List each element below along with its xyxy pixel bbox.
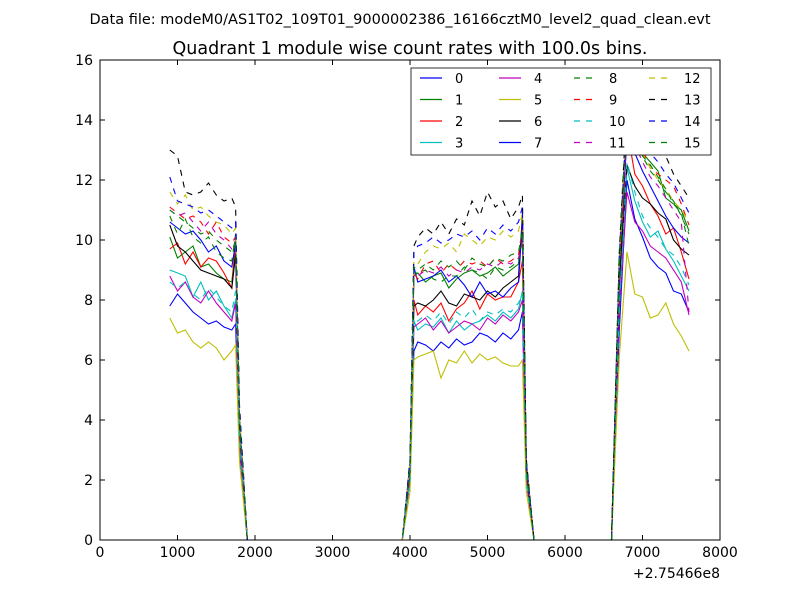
legend-label-11: 11 [609, 137, 626, 152]
series-line-11 [169, 116, 690, 541]
legend-label-6: 6 [534, 115, 542, 130]
x-tick-label: 0 [96, 545, 105, 561]
y-tick-label: 6 [84, 353, 93, 369]
series-line-10 [169, 161, 690, 541]
legend-label-2: 2 [455, 115, 463, 130]
chart-title: Quadrant 1 module wise count rates with … [173, 39, 648, 59]
legend-label-3: 3 [455, 137, 463, 152]
legend-label-14: 14 [684, 115, 701, 130]
legend-label-4: 4 [534, 72, 542, 87]
y-tick-label: 0 [84, 533, 93, 549]
legend-label-10: 10 [609, 115, 626, 130]
figure-suptitle: Data file: modeM0/AS1T02_109T01_90000023… [89, 12, 710, 28]
x-tick-label: 6000 [547, 545, 583, 561]
y-tick-label: 14 [75, 113, 93, 129]
y-tick-label: 4 [84, 413, 93, 429]
series-line-2 [169, 128, 690, 541]
x-axis: 0 1000 2000 3000 4000 5000 6000 7000 8000 [96, 60, 738, 561]
series-line-5 [169, 251, 690, 541]
legend-label-5: 5 [534, 94, 542, 109]
x-tick-label: 2000 [237, 545, 273, 561]
y-tick-label: 8 [84, 293, 93, 309]
x-tick-label: 5000 [470, 545, 506, 561]
legend-label-13: 13 [684, 94, 701, 109]
x-axis-offset-label: +2.75466e8 [633, 566, 720, 582]
legend-label-1: 1 [455, 94, 463, 109]
y-tick-label: 16 [75, 53, 93, 69]
legend-label-7: 7 [534, 137, 542, 152]
legend-label-8: 8 [609, 72, 617, 87]
series-line-3 [169, 167, 690, 541]
y-tick-label: 12 [75, 173, 93, 189]
series-line-4 [169, 191, 690, 541]
legend-label-9: 9 [609, 94, 617, 109]
series-line-14 [169, 109, 690, 541]
legend-label-15: 15 [684, 137, 701, 152]
y-tick-label: 2 [84, 473, 93, 489]
x-tick-label: 8000 [702, 545, 738, 561]
x-tick-label: 1000 [160, 545, 196, 561]
legend-label-12: 12 [684, 72, 701, 87]
legend-frame [410, 67, 712, 156]
y-tick-label: 10 [75, 233, 93, 249]
legend-label-0: 0 [455, 72, 463, 87]
series-line-9 [169, 124, 690, 541]
x-tick-label: 3000 [315, 545, 351, 561]
series-line-0 [169, 179, 690, 541]
x-tick-label: 4000 [392, 545, 428, 561]
series-line-12 [169, 110, 690, 541]
x-tick-label: 7000 [625, 545, 661, 561]
series-line-6 [169, 164, 690, 541]
